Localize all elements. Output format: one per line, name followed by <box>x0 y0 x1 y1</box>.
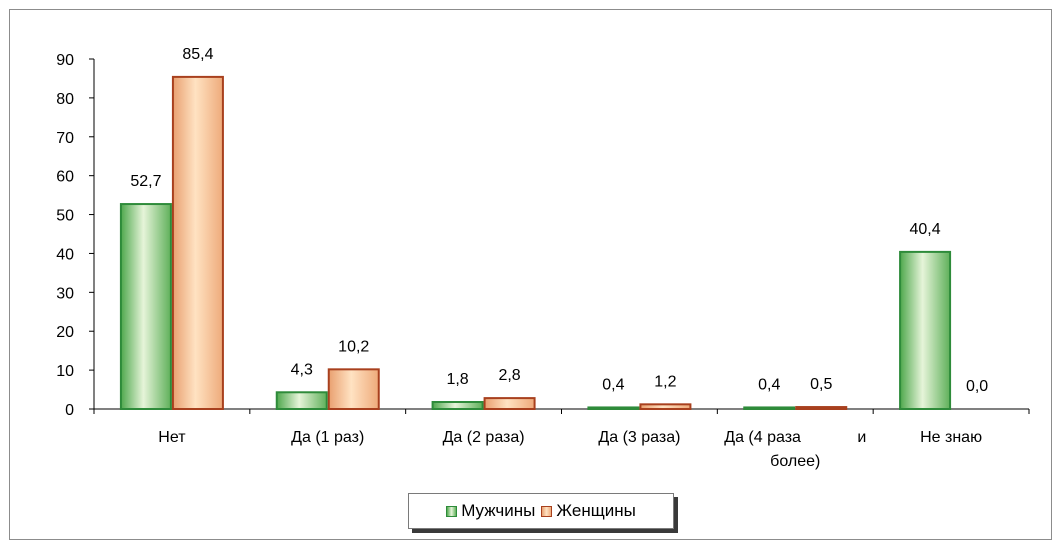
y-tick-label: 70 <box>56 130 74 147</box>
y-tick-label: 50 <box>56 208 74 225</box>
bar-women <box>639 403 692 411</box>
data-label-women: 10,2 <box>338 338 369 355</box>
bar-women <box>483 397 536 411</box>
x-tick-label: Да (3 раза) <box>598 429 680 446</box>
x-tick-label: и <box>857 429 866 446</box>
x-tick-label: Да (1 раз) <box>291 429 364 446</box>
data-label-men: 1,8 <box>446 371 468 388</box>
bar-men <box>119 203 172 410</box>
y-tick-label: 0 <box>65 402 74 419</box>
bar-women <box>171 75 224 410</box>
y-axis: 0 10 20 30 40 50 60 70 80 90 <box>56 52 95 419</box>
y-tick-label: 20 <box>56 324 74 341</box>
legend-box: Мужчины Женщины <box>408 493 674 529</box>
x-tick-label: Нет <box>158 429 186 446</box>
y-tick-label: 60 <box>56 169 74 186</box>
data-label-men: 4,3 <box>291 361 313 378</box>
x-tick-label: более) <box>770 453 820 470</box>
data-label-women: 0,0 <box>966 378 988 395</box>
y-tick-label: 10 <box>56 363 74 380</box>
legend-label-men: Мужчины <box>461 501 536 520</box>
bar-women <box>795 406 848 410</box>
x-tick-label: Да (2 раза) <box>443 429 525 446</box>
bar-women <box>327 368 380 411</box>
legend-item-women: Женщины <box>541 501 636 521</box>
y-tick-label: 80 <box>56 91 74 108</box>
data-label-men: 0,4 <box>758 376 780 393</box>
y-tick-label: 30 <box>56 285 74 302</box>
data-labels: 52,7 4,3 1,8 0,4 0,4 40,4 85,4 10,2 2,8 1,2 0,5 0,0 <box>130 46 988 395</box>
bar-men <box>275 391 328 410</box>
data-label-women: 2,8 <box>498 367 520 384</box>
y-tick-label: 90 <box>56 52 74 69</box>
x-axis: Нет Да (1 раз) Да (2 раза) Да (3 раза) Да (4… <box>93 408 1030 470</box>
y-tick-label: 40 <box>56 246 74 263</box>
bar-men <box>743 406 796 411</box>
bar-men <box>899 250 952 410</box>
data-label-women: 1,2 <box>654 373 676 390</box>
bar-men <box>587 406 640 411</box>
legend-item-men: Мужчины <box>446 501 535 521</box>
legend: Мужчины Женщины <box>408 493 680 535</box>
data-label-men: 52,7 <box>130 173 161 190</box>
bar-men <box>431 401 484 410</box>
x-tick-label: Не знаю <box>920 429 982 446</box>
legend-swatch-men <box>446 505 458 517</box>
data-label-men: 0,4 <box>602 376 624 393</box>
legend-swatch-women <box>541 505 553 517</box>
data-label-men: 40,4 <box>910 221 941 238</box>
x-tick-label: Да (4 раза <box>724 429 801 446</box>
data-label-women: 85,4 <box>182 46 213 63</box>
legend-label-women: Женщины <box>556 501 636 520</box>
data-label-women: 0,5 <box>810 376 832 393</box>
bars <box>119 75 952 411</box>
